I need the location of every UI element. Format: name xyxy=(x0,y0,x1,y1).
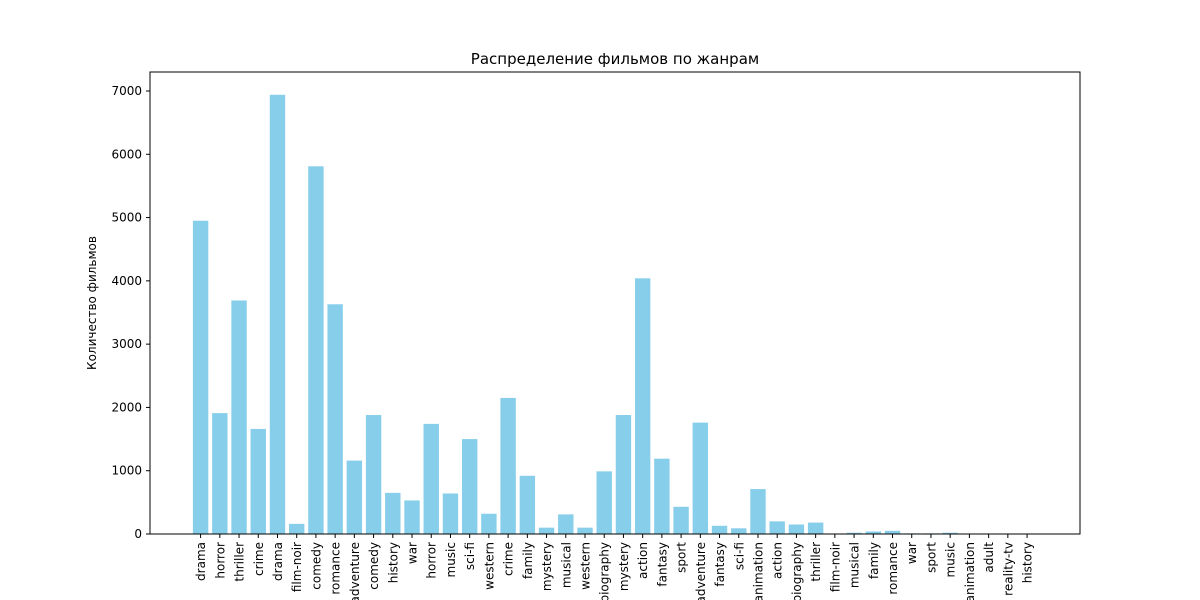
x-tick-label: crime xyxy=(502,542,516,576)
bar-thriller-2 xyxy=(231,300,247,534)
x-tick-label: comedy xyxy=(367,542,381,590)
bar-comedy-9 xyxy=(365,415,382,534)
y-tick-label: 1000 xyxy=(111,464,142,478)
bar-fantasy-27 xyxy=(711,525,728,534)
x-tick-label: sport xyxy=(675,542,689,573)
x-tick-label: romance xyxy=(329,542,343,595)
x-tick-label: musical xyxy=(848,542,862,588)
x-tick-label: adult xyxy=(982,542,996,573)
bar-western-20 xyxy=(577,527,593,534)
x-tick-label: comedy xyxy=(309,542,323,590)
x-tick-label: thriller xyxy=(809,542,823,582)
x-tick-label: crime xyxy=(252,542,266,576)
x-tick-label: action xyxy=(771,542,785,579)
bar-horror-1 xyxy=(212,413,228,534)
x-tick-label: history xyxy=(386,542,400,583)
bar-thriller-32 xyxy=(807,522,824,534)
bar-comedy-6 xyxy=(308,166,324,535)
bar-drama-0 xyxy=(192,220,209,535)
x-tick-label: music xyxy=(944,542,958,577)
x-tick-label: mystery xyxy=(617,542,631,591)
x-tick-label: film-noir xyxy=(828,542,842,592)
x-tick-label: family xyxy=(521,542,535,579)
bar-film-noir-5 xyxy=(289,523,305,534)
bar-fantasy-24 xyxy=(654,458,670,534)
bar-war-11 xyxy=(404,500,420,534)
bar-music-13 xyxy=(442,493,459,534)
y-tick-label: 2000 xyxy=(111,400,142,414)
y-axis: 0 1000 2000 3000 4000 5000 6000 7000 xyxy=(111,84,150,541)
x-tick-label: war xyxy=(905,542,919,564)
bar-action-30 xyxy=(769,521,785,534)
x-tick-label: drama xyxy=(194,542,208,581)
x-tick-label: reality-tv xyxy=(1001,542,1015,596)
y-tick-label: 0 xyxy=(134,527,142,541)
x-tick-label: biography xyxy=(790,542,804,600)
bar-sci-fi-14 xyxy=(461,439,478,534)
bars-layer xyxy=(192,94,1035,535)
x-tick-label: western xyxy=(579,542,593,590)
x-tick-label: drama xyxy=(271,542,285,581)
x-tick-label: mystery xyxy=(540,542,554,591)
bar-musical-19 xyxy=(558,514,574,534)
x-tick-label: family xyxy=(867,542,881,579)
bar-sport-25 xyxy=(673,506,689,534)
bar-action-23 xyxy=(634,278,651,534)
bar-crime-3 xyxy=(250,428,266,534)
y-tick-label: 4000 xyxy=(111,274,142,288)
bar-western-15 xyxy=(481,513,497,534)
y-tick-label: 5000 xyxy=(111,211,142,225)
bar-crime-16 xyxy=(500,397,516,534)
x-tick-label: horror xyxy=(425,542,439,579)
chart-title: Распределение фильмов по жанрам xyxy=(471,50,759,68)
x-tick-label: war xyxy=(406,542,420,564)
x-tick-label: film-noir xyxy=(290,542,304,592)
x-tick-label: action xyxy=(636,542,650,579)
y-tick-label: 7000 xyxy=(111,84,142,98)
bar-horror-12 xyxy=(423,423,439,534)
plot-frame xyxy=(149,71,1081,535)
y-tick-label: 6000 xyxy=(111,147,142,161)
x-tick-label: horror xyxy=(213,542,227,579)
x-tick-label: musical xyxy=(559,542,573,588)
bar-romance-36 xyxy=(884,530,901,534)
bar-biography-21 xyxy=(596,471,612,534)
bar-mystery-22 xyxy=(615,415,632,534)
bar-history-10 xyxy=(385,492,401,534)
x-tick-label: biography xyxy=(598,542,612,600)
bar-romance-7 xyxy=(327,304,343,534)
x-tick-label: romance xyxy=(886,542,900,595)
bar-biography-31 xyxy=(788,524,805,534)
x-tick-label: adventure xyxy=(694,542,708,600)
bar-sci-fi-28 xyxy=(731,528,747,534)
bar-drama-4 xyxy=(269,94,286,534)
bar-family-35 xyxy=(865,531,881,534)
bar-animation-29 xyxy=(750,489,766,534)
bar-mystery-18 xyxy=(538,527,555,534)
x-tick-label: thriller xyxy=(233,542,247,582)
bar-musical-34 xyxy=(846,532,862,534)
x-tick-label: music xyxy=(444,542,458,577)
x-axis: drama horror thriller crime drama film-noir co… xyxy=(194,534,1035,600)
x-tick-label: fantasy xyxy=(655,542,669,587)
x-tick-label: fantasy xyxy=(713,542,727,587)
x-tick-label: history xyxy=(1021,542,1035,583)
y-tick-label: 3000 xyxy=(111,337,142,351)
x-tick-label: adventure xyxy=(348,542,362,600)
bar-family-17 xyxy=(519,475,536,534)
x-tick-label: sci-fi xyxy=(732,542,746,570)
bar-adventure-26 xyxy=(692,422,709,534)
bar-adventure-8 xyxy=(346,460,363,534)
y-axis-label: Количество фильмов xyxy=(85,236,99,370)
x-tick-label: western xyxy=(482,542,496,590)
x-tick-label: sport xyxy=(924,542,938,573)
x-tick-label: sci-fi xyxy=(463,542,477,570)
x-tick-label: animation xyxy=(751,542,765,600)
bar-music-39 xyxy=(942,532,958,534)
x-tick-label: animation xyxy=(963,542,977,600)
